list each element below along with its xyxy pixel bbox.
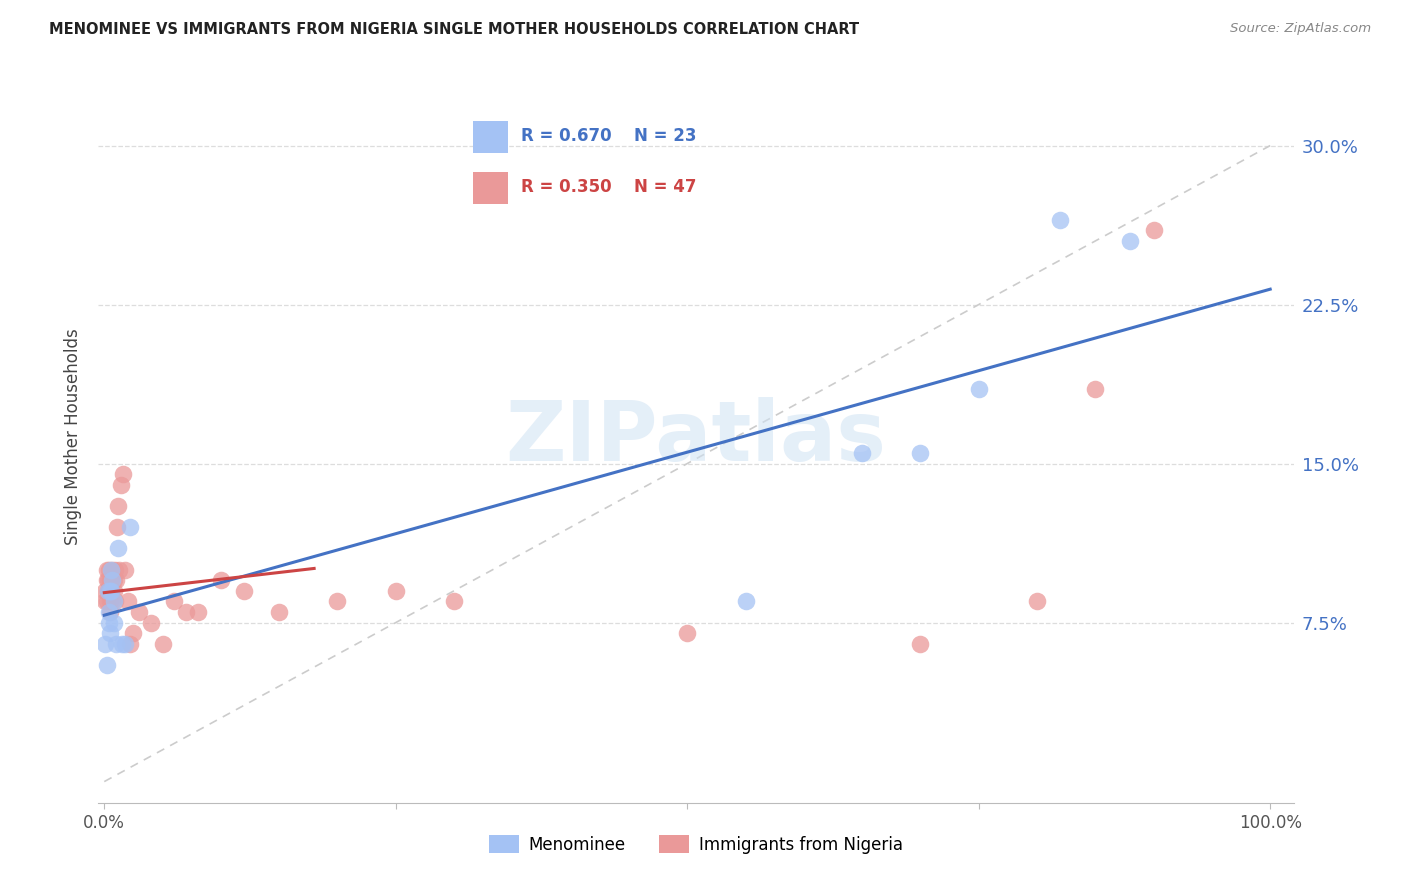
Point xyxy=(1049,212,1071,227)
Point xyxy=(97,583,120,598)
Point xyxy=(97,605,120,619)
Point xyxy=(96,563,118,577)
Point xyxy=(967,383,990,397)
Point xyxy=(851,446,873,460)
Point xyxy=(443,594,465,608)
Point xyxy=(101,573,124,587)
Point xyxy=(1142,223,1164,237)
Point xyxy=(122,626,145,640)
Point xyxy=(163,594,186,608)
Point xyxy=(98,573,121,587)
Point xyxy=(128,605,150,619)
Point xyxy=(107,499,129,513)
Point xyxy=(100,573,122,587)
Point xyxy=(104,637,127,651)
Point xyxy=(233,583,256,598)
Point xyxy=(104,594,127,608)
Text: ZIPatlas: ZIPatlas xyxy=(506,397,886,477)
Point xyxy=(1119,234,1142,248)
Point xyxy=(103,583,125,598)
Point xyxy=(94,583,117,598)
Text: Source: ZipAtlas.com: Source: ZipAtlas.com xyxy=(1230,22,1371,36)
Point xyxy=(103,594,125,608)
Point xyxy=(118,637,141,651)
Point xyxy=(209,573,232,587)
Text: MENOMINEE VS IMMIGRANTS FROM NIGERIA SINGLE MOTHER HOUSEHOLDS CORRELATION CHART: MENOMINEE VS IMMIGRANTS FROM NIGERIA SIN… xyxy=(49,22,859,37)
Point xyxy=(100,583,122,598)
Point xyxy=(97,563,120,577)
Point xyxy=(114,637,136,651)
Point xyxy=(98,605,121,619)
Y-axis label: Single Mother Households: Single Mother Households xyxy=(65,329,83,545)
Point xyxy=(97,615,120,630)
Point xyxy=(174,605,197,619)
Point xyxy=(97,583,120,598)
Point xyxy=(117,594,139,608)
Point xyxy=(111,637,134,651)
Point xyxy=(94,594,117,608)
Point xyxy=(103,573,125,587)
Point xyxy=(100,563,122,577)
Point xyxy=(104,573,127,587)
Point xyxy=(98,594,121,608)
Point xyxy=(104,563,127,577)
Point xyxy=(1026,594,1049,608)
Point xyxy=(110,477,132,491)
Point xyxy=(96,573,118,587)
Point xyxy=(676,626,699,640)
Point xyxy=(97,573,120,587)
Point xyxy=(111,467,134,482)
Point xyxy=(269,605,291,619)
Point xyxy=(1084,383,1107,397)
Point xyxy=(96,658,118,673)
Point xyxy=(97,583,120,598)
Point xyxy=(98,626,121,640)
Point xyxy=(910,637,932,651)
Point xyxy=(105,520,128,534)
Point xyxy=(384,583,406,598)
Point xyxy=(139,615,162,630)
Point xyxy=(326,594,349,608)
Point xyxy=(100,583,122,598)
Point xyxy=(107,541,129,556)
Point xyxy=(186,605,208,619)
Legend: Menominee, Immigrants from Nigeria: Menominee, Immigrants from Nigeria xyxy=(482,829,910,860)
Point xyxy=(118,520,141,534)
Point xyxy=(94,637,117,651)
Point xyxy=(734,594,756,608)
Point xyxy=(96,594,118,608)
Point xyxy=(101,594,124,608)
Point xyxy=(103,615,125,630)
Point xyxy=(101,563,124,577)
Point xyxy=(98,583,121,598)
Point xyxy=(910,446,932,460)
Point xyxy=(152,637,174,651)
Point xyxy=(108,563,131,577)
Point xyxy=(114,563,136,577)
